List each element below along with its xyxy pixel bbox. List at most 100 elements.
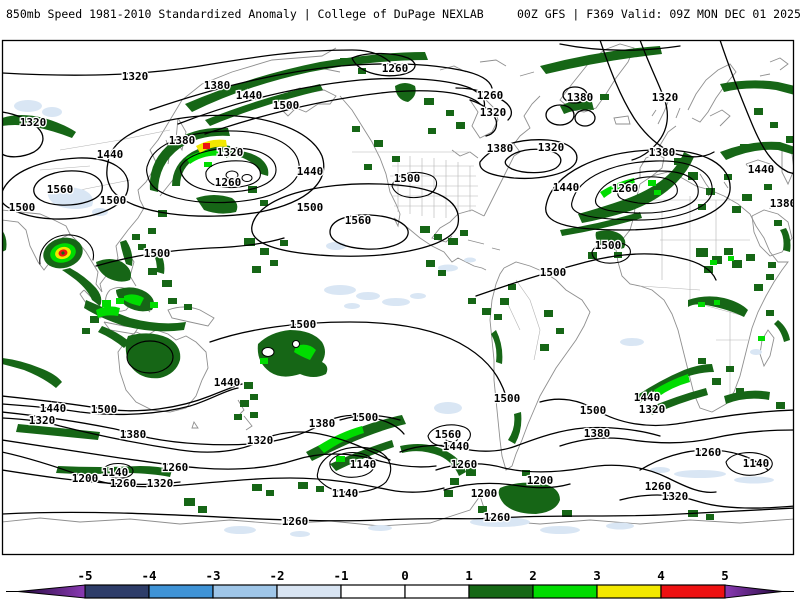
contour-label: 1380 xyxy=(584,427,611,440)
colorbar-segment xyxy=(468,584,534,599)
contour-label: 1500 xyxy=(297,201,324,214)
model-run-valid-title: 00Z GFS | F369 Valid: 09Z MON DEC 01 202… xyxy=(517,7,800,21)
contour-label: 1500 xyxy=(394,172,421,185)
contour-label: 1260 xyxy=(695,446,722,459)
title-bar: 850mb Speed 1981-2010 Standardized Anoma… xyxy=(0,0,800,30)
contour-label: 1500 xyxy=(494,392,521,405)
anomaly-shading-1-2 xyxy=(2,46,794,520)
contour-label: 1260 xyxy=(645,480,672,493)
contour-label: 1440 xyxy=(748,163,775,176)
colorbar-tick-label: -2 xyxy=(269,568,284,583)
anomaly-shading-3-4 xyxy=(196,139,227,153)
contour-label: 1380 xyxy=(120,428,147,441)
contour-label: 1260 xyxy=(612,182,639,195)
contour-label: 1200 xyxy=(527,474,554,487)
anomaly-shading-4-5 xyxy=(203,143,210,149)
contour-label: 1140 xyxy=(350,458,377,471)
contour-label: 1500 xyxy=(580,404,607,417)
colorbar-segment xyxy=(84,584,150,599)
contour-label: 1200 xyxy=(72,472,99,485)
contour-label: 1380 xyxy=(487,142,514,155)
contour-label: 1380 xyxy=(204,79,231,92)
contour-label: 1500 xyxy=(144,247,171,260)
colorbar-tick-label: -5 xyxy=(77,568,92,583)
colorbar-tick-labels: -5 -4 -3 -2 -1 0 1 2 3 4 5 xyxy=(77,568,728,583)
contour-label: 1260 xyxy=(282,515,309,528)
contour-label: 1380 xyxy=(169,134,196,147)
contour-label: 1500 xyxy=(273,99,300,112)
contour-label: 1500 xyxy=(290,318,317,331)
contour-label: 1500 xyxy=(9,201,36,214)
colorbar-segment xyxy=(276,584,342,599)
contour-label: 1140 xyxy=(743,457,770,470)
colorbar-tick-label: 1 xyxy=(465,568,473,583)
contour-label: 1440 xyxy=(443,440,470,453)
contour-label: 1560 xyxy=(47,183,74,196)
colorbar: -5 -4 -3 -2 -1 0 1 2 3 4 5 xyxy=(6,568,794,599)
negative-anomaly-shading xyxy=(14,100,774,537)
contour-label: 1260 xyxy=(484,511,511,524)
colorbar-tick-label: -3 xyxy=(205,568,220,583)
contour-label: 1500 xyxy=(352,411,379,424)
contour-label: 1260 xyxy=(451,458,478,471)
colorbar-tick-label: -4 xyxy=(141,568,156,583)
contour-label: 1380 xyxy=(649,146,676,159)
contour-label: 1320 xyxy=(652,91,679,104)
contour-label: 1320 xyxy=(480,106,507,119)
contour-label: 1440 xyxy=(297,165,324,178)
colorbar-right-arrow xyxy=(724,584,783,599)
contour-label: 1200 xyxy=(471,487,498,500)
country-state-borders xyxy=(39,129,750,396)
colorbar-tick-label: 0 xyxy=(401,568,409,583)
colorbar-segment xyxy=(340,584,406,599)
contour-label: 1260 xyxy=(215,176,242,189)
contour-label: 1320 xyxy=(29,414,56,427)
colorbar-left-arrow xyxy=(17,584,86,599)
colorbar-body xyxy=(6,584,794,599)
colorbar-segment xyxy=(660,584,726,599)
contour-label: 1500 xyxy=(595,239,622,252)
contour-label: 1560 xyxy=(345,214,372,227)
contour-label: 1320 xyxy=(217,146,244,159)
colorbar-segment xyxy=(404,584,470,599)
contour-label: 1440 xyxy=(634,391,661,404)
contour-label: 1140 xyxy=(102,466,129,479)
colorbar-tick-label: 5 xyxy=(721,568,729,583)
colorbar-tick-label: 4 xyxy=(657,568,665,583)
colorbar-segment xyxy=(596,584,662,599)
product-title: 850mb Speed 1981-2010 Standardized Anoma… xyxy=(6,7,484,21)
contour-label: 1500 xyxy=(540,266,567,279)
contour-label: 1260 xyxy=(110,477,137,490)
contour-label: 1260 xyxy=(162,461,189,474)
contour-label: 1440 xyxy=(553,181,580,194)
colorbar-tick-label: 2 xyxy=(529,568,537,583)
colorbar-segment xyxy=(212,584,278,599)
contour-label: 1380 xyxy=(309,417,336,430)
colorbar-tick-label: 3 xyxy=(593,568,601,583)
contour-label: 1380 xyxy=(770,197,797,210)
contour-label: 1260 xyxy=(477,89,504,102)
contour-label: 1140 xyxy=(332,487,359,500)
coastlines xyxy=(2,43,794,527)
colorbar-tick-label: -1 xyxy=(333,568,348,583)
contour-label: 1320 xyxy=(538,141,565,154)
contour-label: 1320 xyxy=(20,116,47,129)
colorbar-segment xyxy=(148,584,214,599)
height-contours xyxy=(2,40,794,522)
contour-label: 1320 xyxy=(147,477,174,490)
contour-label: 1500 xyxy=(100,194,127,207)
contour-label: 1560 xyxy=(435,428,462,441)
contour-label: 1260 xyxy=(382,62,409,75)
contour-label: 1320 xyxy=(247,434,274,447)
contour-label: 1320 xyxy=(639,403,666,416)
colorbar-segment xyxy=(532,584,598,599)
contour-label: 1320 xyxy=(122,70,149,83)
contour-label: 1500 xyxy=(91,403,118,416)
map-frame xyxy=(1,39,795,556)
contour-label: 1440 xyxy=(214,376,241,389)
contour-label: 1440 xyxy=(97,148,124,161)
contour-label: 1320 xyxy=(662,490,689,503)
